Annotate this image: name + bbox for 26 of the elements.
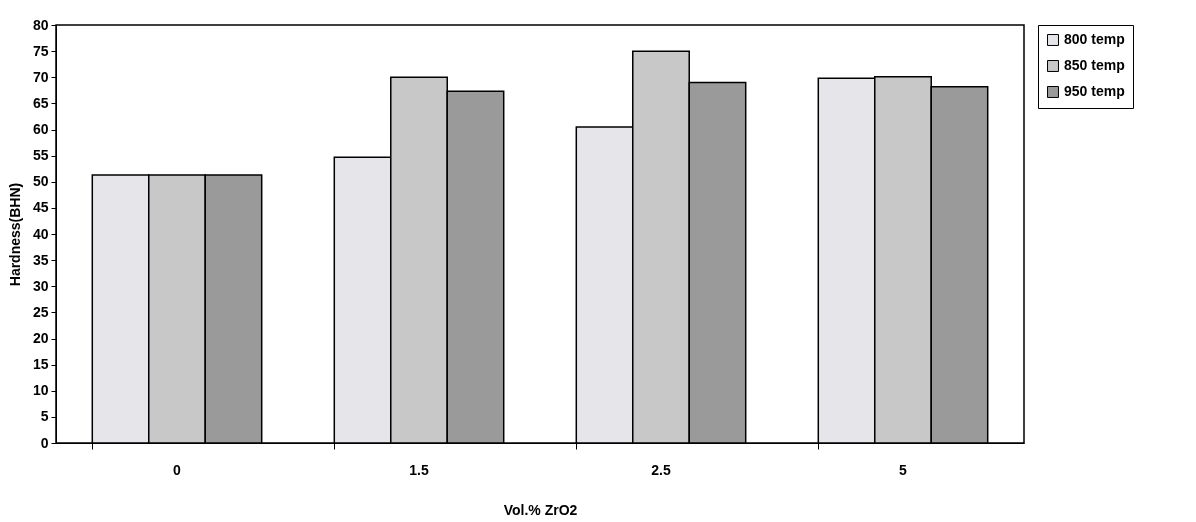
y-tick-label: 55 — [32, 147, 49, 164]
y-tick-label: 70 — [32, 68, 49, 85]
x-tick-label: 1.5 — [409, 461, 429, 478]
y-tick-label: 60 — [32, 121, 49, 137]
y-tick-label: 45 — [32, 199, 49, 216]
legend-label: 950 temp — [1064, 83, 1125, 99]
x-tick-label: 5 — [899, 461, 908, 478]
y-tick-label: 40 — [32, 225, 49, 242]
x-tick-label: 0 — [173, 461, 182, 478]
y-tick-label: 30 — [32, 277, 49, 294]
legend-label: 800 temp — [1064, 31, 1125, 47]
y-tick-label: 75 — [32, 42, 49, 59]
y-tick-label: 80 — [32, 16, 49, 33]
y-tick-label: 5 — [40, 408, 49, 425]
x-tick-label: 2.5 — [651, 461, 671, 478]
x-axis-title: Vol.% ZrO2 — [503, 501, 578, 518]
y-tick-label: 25 — [32, 303, 49, 320]
y-tick-label: 20 — [32, 330, 49, 346]
y-tick-label: 35 — [32, 251, 49, 268]
y-tick-label: 15 — [32, 356, 49, 373]
y-tick-label: 10 — [32, 382, 49, 399]
y-tick-label: 50 — [32, 173, 49, 190]
legend-label: 850 temp — [1064, 57, 1125, 73]
y-tick-label: 0 — [40, 434, 49, 451]
y-tick-label: 65 — [32, 94, 49, 111]
y-axis-title: Hardness(BHN) — [6, 182, 23, 287]
